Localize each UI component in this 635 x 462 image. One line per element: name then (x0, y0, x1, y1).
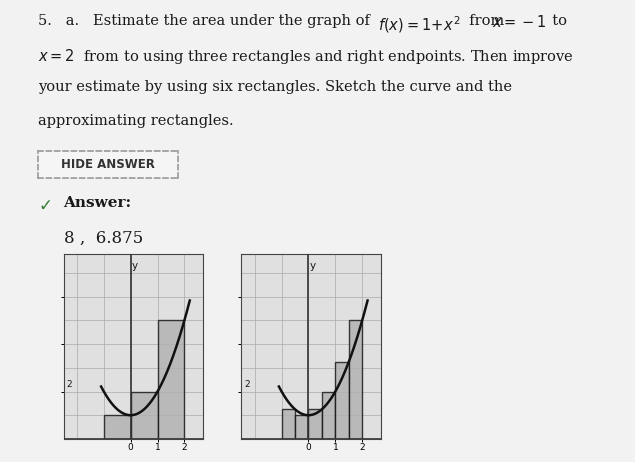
Text: 5.   a.   Estimate the area under the graph of: 5. a. Estimate the area under the graph … (38, 14, 379, 28)
Text: approximating rectangles.: approximating rectangles. (38, 114, 234, 128)
Text: Answer:: Answer: (64, 196, 131, 210)
Text: your estimate by using six rectangles. Sketch the curve and the: your estimate by using six rectangles. S… (38, 80, 512, 94)
Text: y: y (132, 261, 138, 271)
Text: to: to (543, 14, 567, 28)
Text: $x=-1$: $x=-1$ (492, 14, 547, 30)
Text: 2: 2 (244, 380, 250, 389)
Text: $f(x)=1\!+\!x^2$: $f(x)=1\!+\!x^2$ (378, 14, 461, 35)
Text: from: from (460, 14, 514, 28)
Text: y: y (310, 261, 316, 271)
Bar (157, 321, 184, 439)
Text: ✓: ✓ (38, 196, 52, 214)
Text: HIDE ANSWER: HIDE ANSWER (61, 158, 155, 171)
Bar (322, 391, 335, 439)
Bar (295, 415, 309, 439)
Bar (349, 321, 362, 439)
Bar (309, 409, 322, 439)
Bar (131, 391, 157, 439)
Bar (335, 362, 349, 439)
Bar (281, 409, 295, 439)
Text: 8 ,  6.875: 8 , 6.875 (64, 230, 143, 247)
Text: $x=2$  from to using three rectangles and right endpoints. Then improve: $x=2$ from to using three rectangles and… (38, 47, 574, 66)
Bar (104, 415, 131, 439)
Text: 2: 2 (66, 380, 72, 389)
